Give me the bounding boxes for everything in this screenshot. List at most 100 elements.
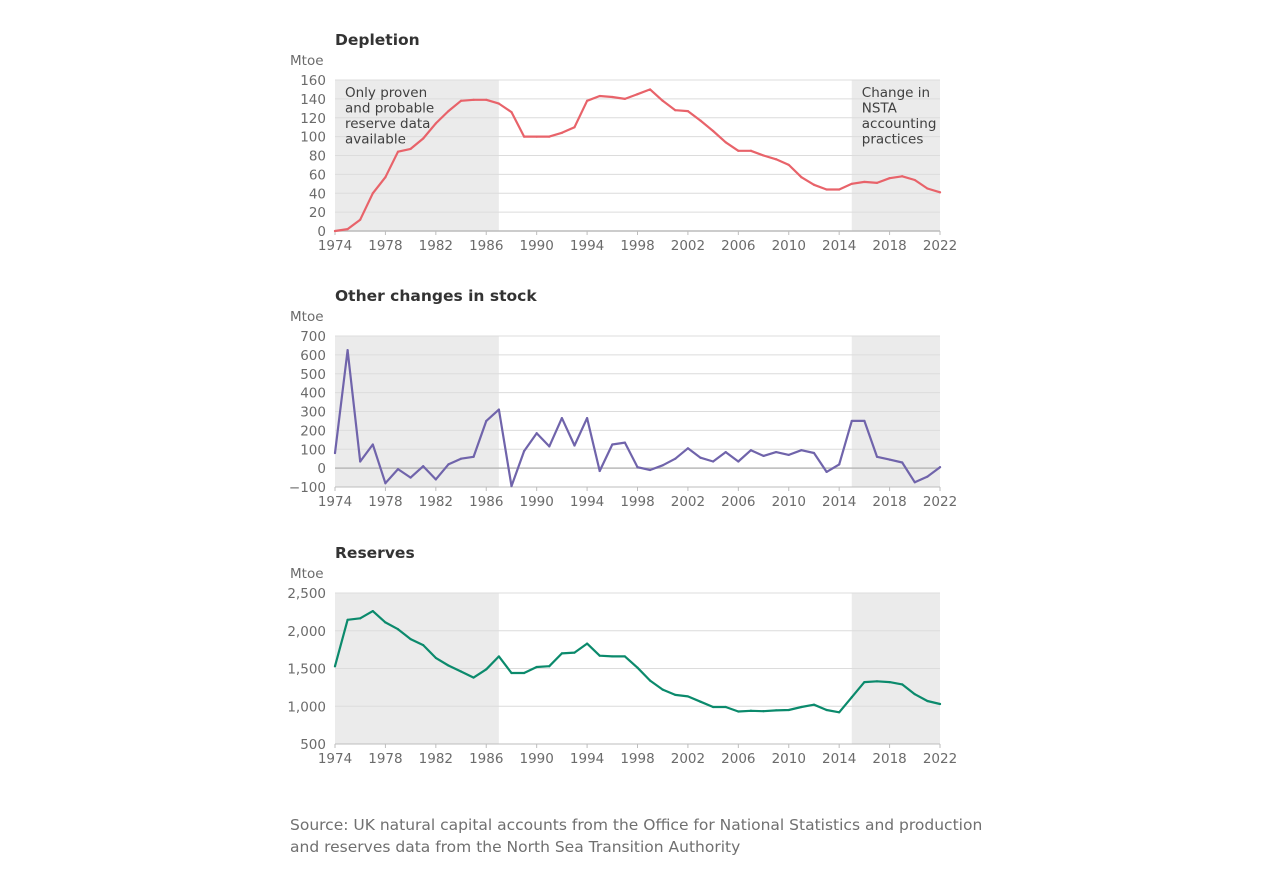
data-point xyxy=(787,163,790,167)
data-point xyxy=(661,99,664,102)
data-point xyxy=(636,93,639,96)
data-point xyxy=(686,695,690,698)
data-point xyxy=(863,419,866,423)
x-tick-label: 1986 xyxy=(469,751,503,767)
data-point xyxy=(699,456,702,459)
data-point xyxy=(901,461,904,464)
data-point xyxy=(409,147,412,150)
data-point xyxy=(787,453,790,457)
data-point xyxy=(686,447,690,450)
data-point xyxy=(611,655,614,658)
data-point xyxy=(346,228,349,231)
data-point xyxy=(459,457,463,460)
data-point xyxy=(434,122,437,125)
data-point xyxy=(661,464,664,467)
data-point xyxy=(447,664,450,667)
data-point xyxy=(497,408,500,411)
data-point xyxy=(396,467,400,471)
y-tick-label: 200 xyxy=(300,423,326,439)
data-point xyxy=(913,693,916,696)
data-point xyxy=(560,417,563,420)
x-tick-label: 2006 xyxy=(721,238,755,254)
data-point xyxy=(497,102,500,105)
x-tick-label: 1974 xyxy=(318,494,352,510)
data-point xyxy=(901,175,904,178)
data-point xyxy=(447,463,450,466)
y-tick-label: 0 xyxy=(317,224,326,240)
data-point xyxy=(485,98,488,101)
data-point xyxy=(535,432,538,435)
data-point xyxy=(674,457,677,460)
data-point xyxy=(409,476,412,479)
data-point xyxy=(459,99,463,102)
annotation-line: and probable xyxy=(345,101,434,117)
data-point xyxy=(762,454,765,457)
x-tick-label: 1994 xyxy=(570,494,604,510)
x-tick-label: 1974 xyxy=(318,238,352,254)
source-line-2: and reserves data from the North Sea Tra… xyxy=(290,838,741,856)
x-tick-label: 1982 xyxy=(419,751,453,767)
data-point xyxy=(548,445,551,448)
data-point xyxy=(661,688,664,691)
data-point xyxy=(737,149,740,152)
x-tick-label: 1986 xyxy=(469,238,503,254)
data-point xyxy=(926,475,929,478)
data-point xyxy=(737,710,740,713)
data-point xyxy=(535,665,538,669)
data-point xyxy=(762,710,765,713)
data-point xyxy=(333,229,337,233)
data-point xyxy=(762,154,765,157)
data-point xyxy=(371,443,374,446)
x-tick-label: 2014 xyxy=(822,238,856,254)
x-tick-label: 2018 xyxy=(872,238,906,254)
x-tick-label: 1990 xyxy=(519,751,553,767)
data-point xyxy=(712,460,715,463)
y-tick-label: 700 xyxy=(300,329,326,345)
x-tick-label: 1974 xyxy=(318,751,352,767)
x-tick-label: 2006 xyxy=(721,751,755,767)
y-tick-label: 100 xyxy=(300,442,326,458)
x-tick-label: 1998 xyxy=(620,494,654,510)
data-point xyxy=(787,708,790,712)
x-tick-label: 2018 xyxy=(872,494,906,510)
x-tick-label: 2022 xyxy=(923,751,957,767)
data-point xyxy=(422,465,425,468)
y-tick-label: 120 xyxy=(300,111,326,127)
data-point xyxy=(359,460,362,463)
data-point xyxy=(838,463,841,466)
data-point xyxy=(497,655,500,658)
data-point xyxy=(560,131,563,134)
data-point xyxy=(812,703,816,706)
y-tick-label: 40 xyxy=(309,186,326,202)
data-point xyxy=(850,182,853,185)
data-point xyxy=(749,149,753,152)
y-tick-label: 600 xyxy=(300,348,326,364)
annotation-line: Change in xyxy=(862,85,930,101)
data-point xyxy=(585,99,589,102)
data-point xyxy=(623,655,626,658)
data-point xyxy=(913,178,916,182)
data-point xyxy=(938,466,942,469)
data-point xyxy=(674,109,677,112)
x-tick-label: 2014 xyxy=(822,751,856,767)
data-point xyxy=(573,651,576,654)
y-tick-label: 160 xyxy=(300,73,326,89)
annotation-line: NSTA xyxy=(862,101,898,117)
y-tick-label: 100 xyxy=(300,130,326,146)
y-tick-label: 20 xyxy=(309,205,326,221)
data-point xyxy=(598,94,601,98)
data-point xyxy=(560,652,563,655)
x-tick-label: 2006 xyxy=(721,494,755,510)
annotation-line: reserve data xyxy=(345,116,430,132)
data-point xyxy=(775,450,778,454)
data-point xyxy=(522,450,526,453)
y-tick-label: 500 xyxy=(300,737,326,753)
data-point xyxy=(359,218,362,221)
data-point xyxy=(585,642,589,645)
annotation-line: Only proven xyxy=(345,85,427,101)
data-point xyxy=(548,665,551,668)
x-tick-label: 1994 xyxy=(570,238,604,254)
data-point xyxy=(510,484,513,488)
x-tick-label: 2010 xyxy=(772,751,806,767)
y-tick-label: 400 xyxy=(300,386,326,402)
